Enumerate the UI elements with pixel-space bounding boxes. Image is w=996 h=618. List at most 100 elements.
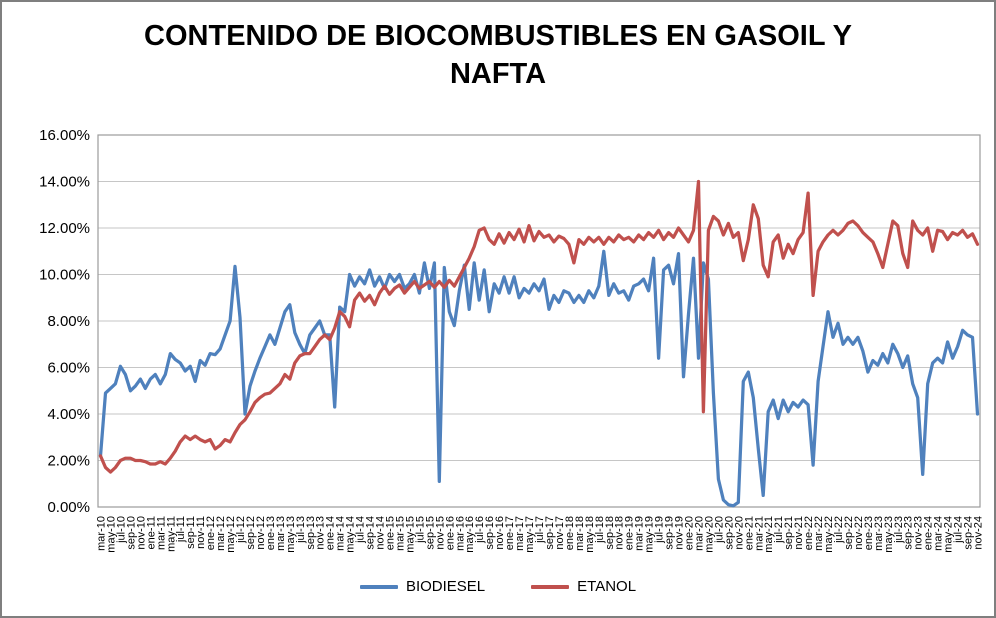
- legend-item-biodiesel: BIODIESEL: [359, 578, 486, 595]
- x-tick-label: sep-19: [664, 516, 676, 550]
- x-tick-label: mar-24: [933, 516, 945, 551]
- x-tick-label: sep-14: [365, 516, 377, 550]
- x-tick-label: mar-15: [394, 516, 406, 551]
- x-tick-label: may-17: [524, 516, 536, 553]
- x-tick-label: jul-24: [953, 516, 965, 544]
- x-tick-label: may-15: [404, 516, 416, 553]
- x-tick-label: sep-17: [544, 516, 556, 550]
- x-tick-label: may-13: [285, 516, 297, 553]
- legend-label-etanol: ETANOL: [577, 578, 637, 595]
- y-tick-label: 6.00%: [47, 360, 90, 377]
- x-tick-label: nov-21: [793, 516, 805, 550]
- legend-label-biodiesel: BIODIESEL: [405, 578, 486, 595]
- x-tick-label: mar-23: [873, 516, 885, 551]
- x-tick-label: sep-24: [963, 516, 975, 550]
- y-tick-label: 14.00%: [39, 174, 90, 191]
- x-tick-label: may-18: [584, 516, 596, 553]
- x-tick-label: ene-17: [504, 516, 516, 550]
- x-tick-label: jul-21: [773, 516, 785, 544]
- x-tick-label: nov-23: [913, 516, 925, 550]
- x-tick-label: jul-16: [474, 516, 486, 544]
- x-tick-label: jul-19: [654, 516, 666, 544]
- x-tick-label: mar-11: [155, 516, 167, 550]
- x-tick-label: may-21: [763, 516, 775, 553]
- x-tick-label: may-14: [345, 516, 357, 553]
- x-tick-label: jul-12: [235, 516, 247, 544]
- x-tick-label: nov-20: [733, 516, 745, 550]
- x-tick-label: jul-23: [893, 516, 905, 544]
- x-tick-label: nov-12: [255, 516, 267, 550]
- x-tick-label: ene-13: [265, 516, 277, 550]
- y-tick-label: 10.00%: [39, 267, 90, 284]
- x-tick-label: ene-22: [803, 516, 815, 550]
- x-tick-label: ene-19: [624, 516, 636, 550]
- y-tick-label: 12.00%: [39, 220, 90, 237]
- x-tick-label: may-20: [703, 516, 715, 553]
- etanol-series-line: [98, 179, 980, 474]
- x-tick-label: jul-20: [713, 516, 725, 544]
- etanol-line-swatch: [531, 584, 570, 589]
- x-tick-label: mar-10: [95, 516, 107, 551]
- x-tick-label: may-16: [464, 516, 476, 553]
- x-tick-label: ene-24: [923, 516, 935, 550]
- x-tick-label: ene-15: [385, 516, 397, 550]
- x-tick-label: sep-12: [245, 516, 257, 550]
- x-tick-label: may-24: [943, 516, 955, 553]
- x-tick-label: nov-14: [375, 516, 387, 550]
- x-tick-label: ene-21: [743, 516, 755, 550]
- x-tick-label: sep-20: [723, 516, 735, 550]
- x-tick-label: may-12: [225, 516, 237, 553]
- x-tick-label: ene-20: [683, 516, 695, 550]
- x-tick-label: ene-16: [444, 516, 456, 550]
- x-tick-label: sep-11: [185, 516, 197, 549]
- x-tick-label: jul-13: [295, 516, 307, 544]
- legend: BIODIESEL ETANOL: [2, 578, 994, 595]
- x-tick-label: sep-15: [424, 516, 436, 550]
- x-tick-label: mar-18: [574, 516, 586, 551]
- legend-item-etanol: ETANOL: [531, 578, 636, 595]
- x-tick-label: sep-22: [843, 516, 855, 550]
- chart-title: CONTENIDO DE BIOCOMBUSTIBLES EN GASOIL Y…: [144, 20, 852, 90]
- plot-border: [97, 134, 981, 508]
- x-tick-label: nov-10: [135, 516, 147, 550]
- y-tick-label: 8.00%: [47, 313, 90, 330]
- x-tick-label: mar-13: [275, 516, 287, 551]
- x-tick-label: may-22: [823, 516, 835, 553]
- x-tick-label: sep-21: [783, 516, 795, 550]
- x-tick-label: may-23: [883, 516, 895, 553]
- x-tick-label: mar-16: [454, 516, 466, 551]
- x-tick-label: mar-21: [753, 516, 765, 551]
- x-tick-label: sep-16: [484, 516, 496, 550]
- x-tick-label: mar-20: [693, 516, 705, 551]
- y-tick-label: 2.00%: [47, 453, 90, 470]
- x-tick-label: jul-14: [355, 516, 367, 544]
- x-tick-label: nov-13: [315, 516, 327, 550]
- x-tick-label: may-11: [165, 516, 177, 552]
- y-tick-label: 16.00%: [39, 127, 90, 144]
- x-tick-label: nov-15: [434, 516, 446, 550]
- x-tick-label: nov-22: [853, 516, 865, 550]
- x-tick-label: nov-24: [973, 516, 985, 550]
- x-tick-label: ene-14: [325, 516, 337, 550]
- x-tick-label: ene-12: [205, 516, 217, 550]
- biodiesel-series-line: [98, 249, 980, 508]
- x-tick-label: jul-15: [414, 516, 426, 544]
- x-tick-label: nov-16: [494, 516, 506, 550]
- x-tick-label: nov-18: [614, 516, 626, 550]
- x-tick-label: mar-22: [813, 516, 825, 551]
- x-tick-label: sep-23: [903, 516, 915, 550]
- x-tick-label: may-10: [105, 516, 117, 553]
- y-tick-label: 0.00%: [47, 499, 90, 516]
- x-tick-label: ene-23: [863, 516, 875, 550]
- x-tick-label: ene-18: [564, 516, 576, 550]
- x-tick-label: nov-19: [674, 516, 686, 550]
- x-tick-label: jul-11: [175, 516, 187, 543]
- x-tick-label: mar-14: [335, 516, 347, 551]
- x-tick-label: mar-12: [215, 516, 227, 551]
- x-tick-label: sep-18: [604, 516, 616, 550]
- biodiesel-line-swatch: [359, 584, 398, 589]
- x-tick-label: sep-13: [305, 516, 317, 550]
- x-tick-label: mar-19: [634, 516, 646, 551]
